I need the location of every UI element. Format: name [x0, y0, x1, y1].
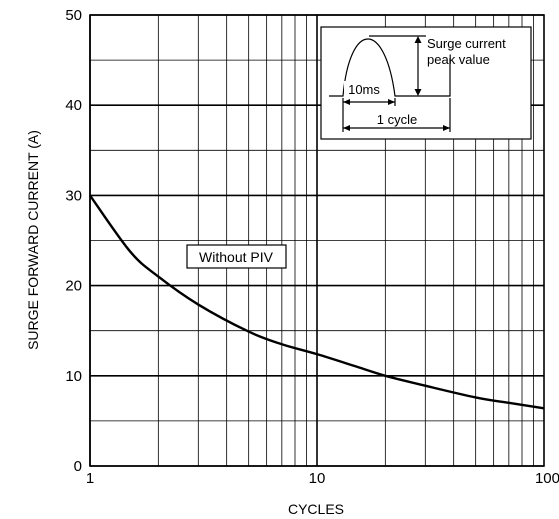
peak-label-line2: peak value [427, 52, 490, 67]
pulse-arrow-left [343, 99, 350, 105]
cycle-arrow-right [443, 125, 450, 131]
x-tick-label: 100 [535, 470, 559, 487]
pulse-waveform [329, 38, 451, 97]
peak-arrow-up [414, 36, 422, 43]
y-axis-label: SURGE FORWARD CURRENT (A) [25, 130, 41, 350]
y-tick-labels: 0 10 20 30 40 50 [65, 7, 82, 475]
y-tick-label: 10 [65, 368, 82, 385]
x-tick-label: 1 [86, 470, 94, 487]
pulse-arrow-right [388, 99, 395, 105]
x-tick-label: 10 [309, 470, 326, 487]
plot-frame [89, 14, 545, 467]
cycle-label: 1 cycle [377, 112, 417, 127]
waveform-inset: Surge current peak value 10ms 1 cycle [320, 26, 532, 140]
peak-arrow-down [414, 89, 422, 96]
peak-label-line1: Surge current [427, 36, 506, 51]
y-tick-label: 50 [65, 7, 82, 24]
series-label-box [186, 244, 287, 269]
x-tick-labels: 1 10 100 [86, 470, 559, 487]
cycle-arrow-left [343, 125, 350, 131]
series-line-without-piv [89, 194, 545, 410]
y-tick-label: 30 [65, 187, 82, 204]
series-label: Without PIV [199, 249, 274, 265]
x-axis-label: CYCLES [288, 501, 344, 517]
pulse-label-bg [344, 81, 384, 97]
pulse-label: 10ms [348, 82, 380, 97]
y-tick-label: 20 [65, 278, 82, 295]
y-tick-label: 40 [65, 97, 82, 114]
y-tick-label: 0 [74, 458, 82, 475]
